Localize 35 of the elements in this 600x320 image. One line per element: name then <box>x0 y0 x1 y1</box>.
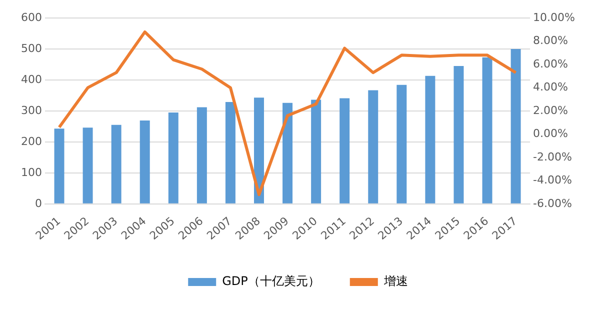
bar <box>254 98 264 204</box>
y2-tick-label: 10.00% <box>533 10 576 24</box>
y-tick-label: 600 <box>20 10 42 24</box>
bar <box>311 100 322 204</box>
bar <box>225 102 236 204</box>
y-tick-label: 500 <box>20 42 42 55</box>
bar <box>510 48 521 204</box>
bar <box>396 84 407 204</box>
bar <box>482 57 492 204</box>
y2-tick-label: 4.00% <box>533 80 568 94</box>
y2-tick-label: 2.00% <box>533 104 568 117</box>
bar <box>282 102 293 204</box>
bar <box>368 90 378 204</box>
y-tick-label: 300 <box>20 104 42 117</box>
bar <box>454 66 464 204</box>
bar <box>82 128 93 204</box>
y2-tick-label: 0.00% <box>533 127 568 140</box>
bar <box>168 112 178 204</box>
y2-tick-label: -6.00% <box>533 196 572 210</box>
y-tick-label: 400 <box>20 72 42 86</box>
y2-tick-label: 6.00% <box>533 57 568 70</box>
y-tick-label: 0 <box>34 196 42 210</box>
bar <box>425 76 436 204</box>
y-tick-label: 200 <box>20 134 42 148</box>
bar <box>111 124 122 204</box>
bar <box>54 128 64 204</box>
y2-tick-label: 8.00% <box>533 34 568 48</box>
y2-tick-label: -2.00% <box>533 150 572 164</box>
bar <box>140 120 150 204</box>
bar <box>340 98 350 204</box>
y2-tick-label: -4.00% <box>533 174 572 187</box>
legend-label: 增速 <box>382 274 408 288</box>
y-tick-label: 100 <box>20 166 42 179</box>
bar <box>196 107 207 204</box>
legend-label: GDP（十亿美元） <box>222 274 320 288</box>
